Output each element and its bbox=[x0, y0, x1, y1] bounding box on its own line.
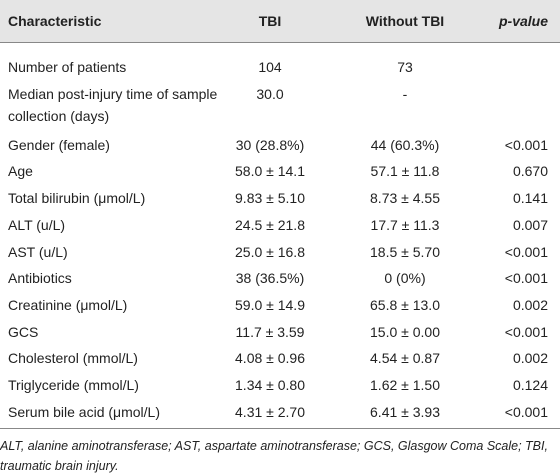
table-cell: Total bilirubin (μmol/L) bbox=[8, 190, 146, 207]
table-cell: 38 (36.5%) bbox=[235, 270, 305, 287]
bottom-rule bbox=[0, 428, 560, 429]
table-cell: 4.08 ± 0.96 bbox=[235, 350, 305, 367]
table-cell: Antibiotics bbox=[8, 270, 72, 287]
table-cell: Creatinine (μmol/L) bbox=[8, 296, 128, 313]
table-cell: 1.62 ± 1.50 bbox=[370, 377, 440, 393]
table-cell: Serum bile acid (μmol/L) bbox=[8, 403, 161, 420]
header-cell: Without TBI bbox=[365, 13, 445, 29]
table-cell: 0.124 bbox=[512, 377, 548, 393]
header-rule bbox=[0, 42, 560, 43]
table-cell: Age bbox=[8, 163, 33, 180]
table-cell: 0.002 bbox=[512, 350, 548, 367]
table-cell: Cholesterol (mmol/L) bbox=[8, 350, 138, 367]
table-cell: <0.001 bbox=[504, 323, 548, 340]
table-cell: 0.670 bbox=[512, 163, 548, 180]
table-cell: <0.001 bbox=[504, 270, 548, 287]
table-cell: 57.1 ± 11.8 bbox=[370, 163, 440, 180]
table-cell: <0.001 bbox=[504, 243, 548, 260]
table-cell: 0 (0%) bbox=[384, 270, 426, 287]
table-cell: Triglyceride (mmol/L) bbox=[8, 377, 139, 393]
table-cell: - bbox=[402, 85, 408, 102]
table-cell: 9.83 ± 5.10 bbox=[235, 190, 305, 207]
table-cell: 17.7 ± 11.3 bbox=[370, 216, 440, 233]
table-cell: 6.41 ± 3.93 bbox=[370, 403, 440, 420]
table-cell: 8.73 ± 4.55 bbox=[370, 190, 440, 207]
table-cell: ALT (u/L) bbox=[8, 216, 66, 233]
table-cell: 65.8 ± 13.0 bbox=[370, 296, 440, 313]
table-cell: 1.34 ± 0.80 bbox=[235, 377, 305, 393]
table-cell: 25.0 ± 16.8 bbox=[235, 243, 305, 260]
table-cell: 30 (28.8%) bbox=[235, 136, 305, 153]
table-cell: GCS bbox=[8, 323, 39, 340]
table-cell: 0.141 bbox=[512, 190, 548, 207]
table-cell: <0.001 bbox=[504, 136, 548, 153]
table-cell: AST (u/L) bbox=[8, 243, 68, 260]
table-cell: Gender (female) bbox=[8, 136, 110, 153]
table-cell: 73 bbox=[397, 59, 413, 75]
table-cell: 0.002 bbox=[512, 296, 548, 313]
header-cell: Characteristic bbox=[8, 13, 102, 29]
table-cell: 58.0 ± 14.1 bbox=[235, 163, 305, 180]
footnote: ALT, alanine aminotransferase; AST, aspa… bbox=[0, 439, 548, 473]
table-cell: 24.5 ± 21.8 bbox=[235, 216, 305, 233]
table-cell: Number of patients bbox=[8, 59, 127, 75]
header-cell: TBI bbox=[258, 13, 282, 29]
table-cell: Median post-injury time of sample collec… bbox=[8, 85, 218, 124]
table-cell: <0.001 bbox=[504, 403, 548, 420]
table-cell: 104 bbox=[258, 59, 282, 75]
table-cell: 4.54 ± 0.87 bbox=[370, 350, 440, 367]
table-cell: 15.0 ± 0.00 bbox=[370, 323, 440, 340]
table-cell: 4.31 ± 2.70 bbox=[235, 403, 305, 420]
table-cell: 44 (60.3%) bbox=[370, 136, 440, 153]
header-background bbox=[0, 0, 560, 42]
table-cell: 18.5 ± 5.70 bbox=[370, 243, 440, 260]
table-cell: 11.7 ± 3.59 bbox=[235, 323, 305, 340]
table-cell: 59.0 ± 14.9 bbox=[235, 296, 305, 313]
table-cell: 0.007 bbox=[512, 216, 548, 233]
header-cell: p-value bbox=[498, 13, 548, 29]
table-cell: 30.0 bbox=[256, 85, 284, 102]
